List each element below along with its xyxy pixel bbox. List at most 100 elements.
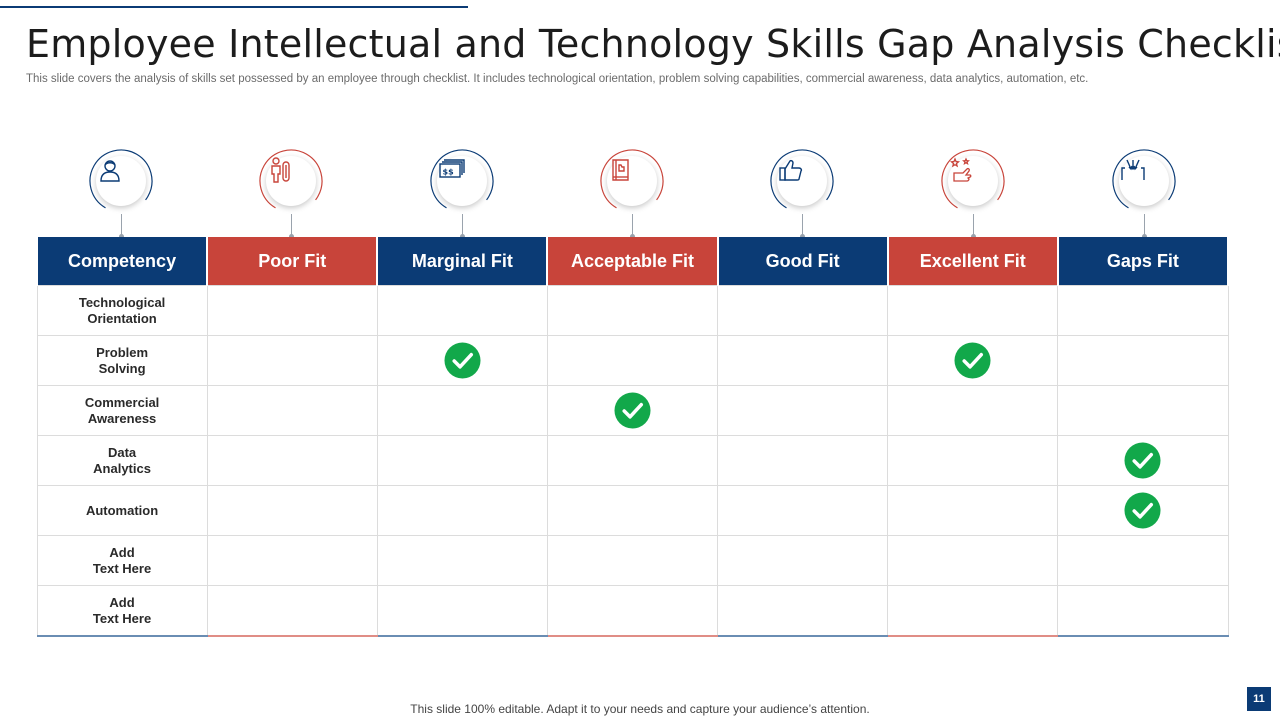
table-row: Add Text Here bbox=[36, 585, 1229, 637]
worker-icon bbox=[266, 156, 316, 206]
cell-acceptable-fit bbox=[546, 485, 719, 536]
user-icon bbox=[96, 156, 146, 206]
header-excellent-fit: Excellent Fit bbox=[886, 237, 1059, 286]
header-competency: Competency bbox=[35, 237, 209, 286]
competency-label-line1: Data bbox=[107, 444, 137, 460]
cell-good-fit bbox=[717, 585, 889, 637]
connector-line bbox=[290, 214, 292, 236]
icon-ring: $$ bbox=[429, 148, 495, 214]
slide-title: Employee Intellectual and Technology Ski… bbox=[26, 22, 1280, 66]
cell-marginal-fit bbox=[376, 435, 548, 486]
icon-ring bbox=[88, 148, 154, 214]
cell-good-fit bbox=[717, 485, 889, 536]
table-row: Data Analytics bbox=[36, 435, 1229, 486]
competency-label: Problem Solving bbox=[36, 335, 208, 386]
competency-label-line1: Add bbox=[109, 544, 135, 560]
cell-excellent-fit bbox=[887, 285, 1059, 336]
check-icon bbox=[614, 392, 651, 429]
connector-line bbox=[972, 214, 974, 236]
competency-label-line1: Technological bbox=[78, 294, 166, 310]
cell-acceptable-fit bbox=[546, 385, 719, 436]
icon-cell-good-fit bbox=[717, 148, 887, 240]
cell-acceptable-fit bbox=[546, 335, 719, 386]
cell-good-fit bbox=[717, 435, 889, 486]
cell-good-fit bbox=[717, 335, 889, 386]
cell-poor-fit bbox=[206, 485, 378, 536]
connector-dot bbox=[459, 234, 465, 239]
connector-dot bbox=[118, 234, 124, 239]
cell-gaps-fit bbox=[1057, 335, 1229, 386]
check-icon bbox=[1124, 492, 1161, 529]
cell-excellent-fit bbox=[887, 485, 1059, 536]
competency-label-line1: Problem bbox=[96, 344, 149, 360]
footer-note: This slide 100% editable. Adapt it to yo… bbox=[410, 702, 870, 716]
cell-marginal-fit bbox=[376, 285, 548, 336]
header-good-fit: Good Fit bbox=[716, 237, 889, 286]
connector-line bbox=[461, 214, 463, 236]
cell-acceptable-fit bbox=[546, 285, 719, 336]
icon-cell-competency bbox=[36, 148, 206, 240]
cell-acceptable-fit bbox=[546, 435, 719, 486]
cell-excellent-fit bbox=[887, 585, 1059, 637]
competency-label: Data Analytics bbox=[36, 435, 208, 486]
connector-line bbox=[631, 214, 633, 236]
table-header-row: Competency Poor Fit Marginal Fit Accepta… bbox=[35, 237, 1230, 286]
top-accent-rule bbox=[0, 6, 468, 8]
icon-ring bbox=[769, 148, 835, 214]
cell-poor-fit bbox=[206, 435, 378, 486]
cell-excellent-fit bbox=[887, 335, 1059, 386]
icon-ring bbox=[940, 148, 1006, 214]
cell-marginal-fit bbox=[376, 385, 548, 436]
check-icon bbox=[444, 342, 481, 379]
icon-ring bbox=[258, 148, 324, 214]
arrows-icon bbox=[1119, 156, 1169, 206]
book-icon bbox=[607, 156, 657, 206]
cell-marginal-fit bbox=[376, 335, 548, 386]
icon-cell-gaps-fit bbox=[1059, 148, 1229, 240]
cell-marginal-fit bbox=[376, 535, 548, 586]
competency-label-line1: Automation bbox=[85, 502, 159, 518]
competency-label-line1: Commercial bbox=[84, 394, 160, 410]
svg-text:$$: $$ bbox=[443, 168, 455, 177]
cell-poor-fit bbox=[206, 385, 378, 436]
cell-poor-fit bbox=[206, 285, 378, 336]
competency-label-line2: Orientation bbox=[87, 310, 157, 326]
cell-excellent-fit bbox=[887, 535, 1059, 586]
competency-label: Commercial Awareness bbox=[36, 385, 208, 436]
cell-gaps-fit bbox=[1057, 485, 1229, 536]
competency-label-line2: Text Here bbox=[92, 560, 152, 576]
connector-dot bbox=[629, 234, 635, 239]
cell-excellent-fit bbox=[887, 435, 1059, 486]
slide-subtitle: This slide covers the analysis of skills… bbox=[26, 73, 1089, 85]
icon-ring bbox=[599, 148, 665, 214]
cell-marginal-fit bbox=[376, 485, 548, 536]
competency-label-line2: Text Here bbox=[92, 610, 152, 626]
icon-cell-marginal-fit: $$ bbox=[377, 148, 547, 240]
cell-poor-fit bbox=[206, 335, 378, 386]
table-row: Technological Orientation bbox=[36, 285, 1229, 336]
competency-label-line2: Analytics bbox=[93, 460, 151, 476]
competency-label-line2: Solving bbox=[98, 360, 146, 376]
competency-label-line2: Awareness bbox=[87, 410, 157, 426]
header-marginal-fit: Marginal Fit bbox=[376, 237, 549, 286]
money-icon: $$ bbox=[437, 156, 487, 206]
header-poor-fit: Poor Fit bbox=[206, 237, 379, 286]
cell-acceptable-fit bbox=[546, 585, 719, 637]
cell-gaps-fit bbox=[1057, 535, 1229, 586]
icon-cell-excellent-fit bbox=[888, 148, 1058, 240]
cell-gaps-fit bbox=[1057, 285, 1229, 336]
cell-gaps-fit bbox=[1057, 385, 1229, 436]
page-number: 11 bbox=[1247, 687, 1271, 711]
connector-dot bbox=[288, 234, 294, 239]
table-row: Problem Solving bbox=[36, 335, 1229, 386]
cell-marginal-fit bbox=[376, 585, 548, 637]
cell-gaps-fit bbox=[1057, 585, 1229, 637]
cell-poor-fit bbox=[206, 585, 378, 637]
connector-dot bbox=[799, 234, 805, 239]
check-icon bbox=[954, 342, 991, 379]
connector-line bbox=[1143, 214, 1145, 236]
table-row: Add Text Here bbox=[36, 535, 1229, 586]
competency-label-line1: Add bbox=[109, 594, 135, 610]
competency-label: Automation bbox=[36, 485, 208, 536]
connector-dot bbox=[1141, 234, 1147, 239]
